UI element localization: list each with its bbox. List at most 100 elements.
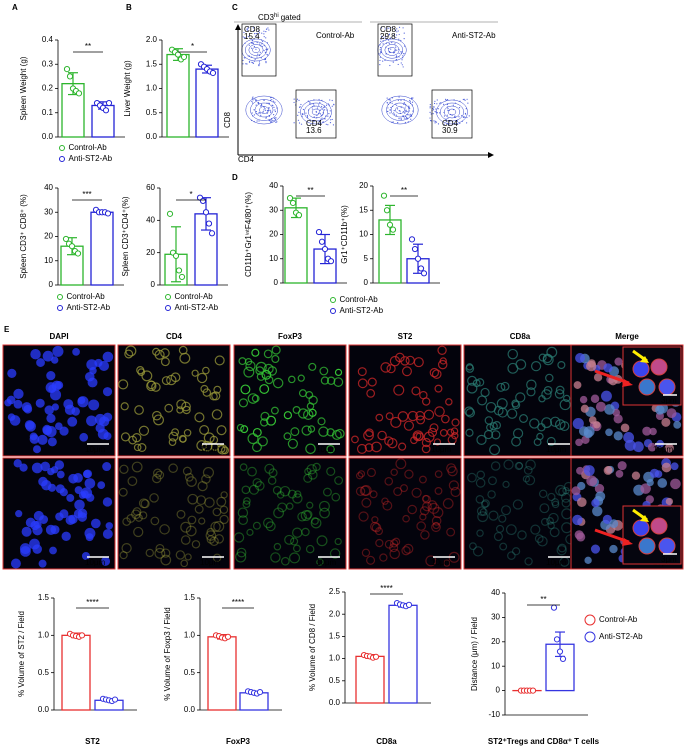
data-point	[327, 258, 335, 265]
flow-event	[433, 120, 435, 122]
cell	[537, 536, 548, 547]
cell	[661, 417, 671, 427]
cell	[673, 420, 682, 429]
cell	[252, 521, 261, 530]
cell	[475, 478, 486, 488]
flow-event	[258, 61, 261, 63]
flow-event	[393, 33, 395, 35]
column-header: CD4	[166, 332, 183, 341]
cell	[68, 473, 79, 484]
flow-contour	[390, 102, 410, 118]
cell	[297, 408, 309, 419]
cell	[303, 510, 313, 520]
y-tick-label: 15	[359, 205, 368, 214]
cell	[219, 505, 229, 515]
cell	[382, 500, 393, 511]
flow-event	[447, 124, 449, 126]
cell	[571, 486, 581, 496]
flow-contour	[245, 95, 283, 125]
cell	[432, 521, 440, 530]
flow-event	[320, 118, 322, 120]
cell	[196, 440, 207, 451]
cell	[36, 358, 45, 367]
flow-event	[258, 63, 261, 65]
bar	[284, 207, 308, 284]
cell	[493, 531, 503, 542]
data-point	[62, 235, 70, 243]
flow-event	[440, 102, 442, 104]
legend-label: Anti-ST2-Ab	[67, 303, 111, 312]
flow-event	[319, 101, 321, 104]
cell	[548, 512, 559, 524]
cell	[83, 469, 93, 479]
flow-event	[452, 104, 454, 106]
cell	[512, 428, 524, 439]
flow-event	[409, 115, 411, 117]
cell	[214, 534, 224, 544]
cell	[477, 395, 488, 406]
cell	[428, 502, 440, 514]
cell	[263, 517, 274, 529]
cell	[186, 476, 197, 487]
cell	[140, 499, 150, 509]
y-tick-label: 0.4	[42, 35, 54, 44]
flow-event	[268, 106, 270, 109]
flow-event	[246, 29, 249, 31]
flow-event	[395, 34, 398, 36]
flow-event	[395, 59, 397, 61]
cell	[443, 559, 451, 567]
cell	[572, 418, 584, 430]
flow-event	[243, 31, 245, 34]
flow-event	[263, 30, 265, 32]
cell	[523, 465, 533, 475]
cell	[576, 466, 584, 475]
cell	[465, 364, 475, 373]
cell	[220, 491, 228, 499]
cell	[384, 476, 394, 486]
cell	[137, 443, 147, 452]
flow-event	[325, 104, 328, 106]
cell	[367, 377, 377, 387]
flow-event	[313, 104, 315, 106]
flow-event	[273, 106, 275, 108]
cell	[155, 543, 165, 553]
cell	[360, 485, 372, 496]
cell	[102, 387, 113, 397]
flow-event	[382, 60, 384, 62]
cell	[179, 435, 187, 443]
cell	[377, 430, 387, 441]
flow-gate-label: CD8	[380, 25, 397, 34]
cell	[122, 517, 131, 526]
flow-contour	[307, 105, 325, 119]
cell	[180, 559, 189, 568]
flow-event	[400, 39, 402, 42]
cell	[601, 390, 612, 402]
flow-event	[302, 113, 304, 115]
cell	[427, 500, 438, 510]
cell	[267, 476, 277, 485]
cell	[357, 378, 368, 389]
cell	[393, 384, 405, 396]
inset-cell	[650, 358, 668, 376]
cell	[546, 436, 556, 446]
cell	[425, 555, 437, 567]
cell	[30, 520, 40, 531]
cell	[403, 543, 414, 554]
flow-event	[434, 120, 436, 122]
flow-event	[270, 112, 272, 114]
cell	[292, 527, 303, 538]
cell	[422, 397, 431, 406]
flow-event	[459, 122, 461, 124]
cell	[450, 486, 461, 498]
cell	[164, 403, 174, 413]
data-point	[105, 99, 113, 107]
cell	[356, 443, 367, 454]
flow-event	[269, 109, 271, 111]
flow-event	[306, 114, 308, 117]
flow-event	[400, 118, 402, 120]
flow-event	[257, 35, 259, 37]
data-point	[411, 245, 419, 253]
flow-event	[434, 100, 436, 102]
flow-event	[297, 114, 299, 116]
cell	[422, 501, 432, 512]
